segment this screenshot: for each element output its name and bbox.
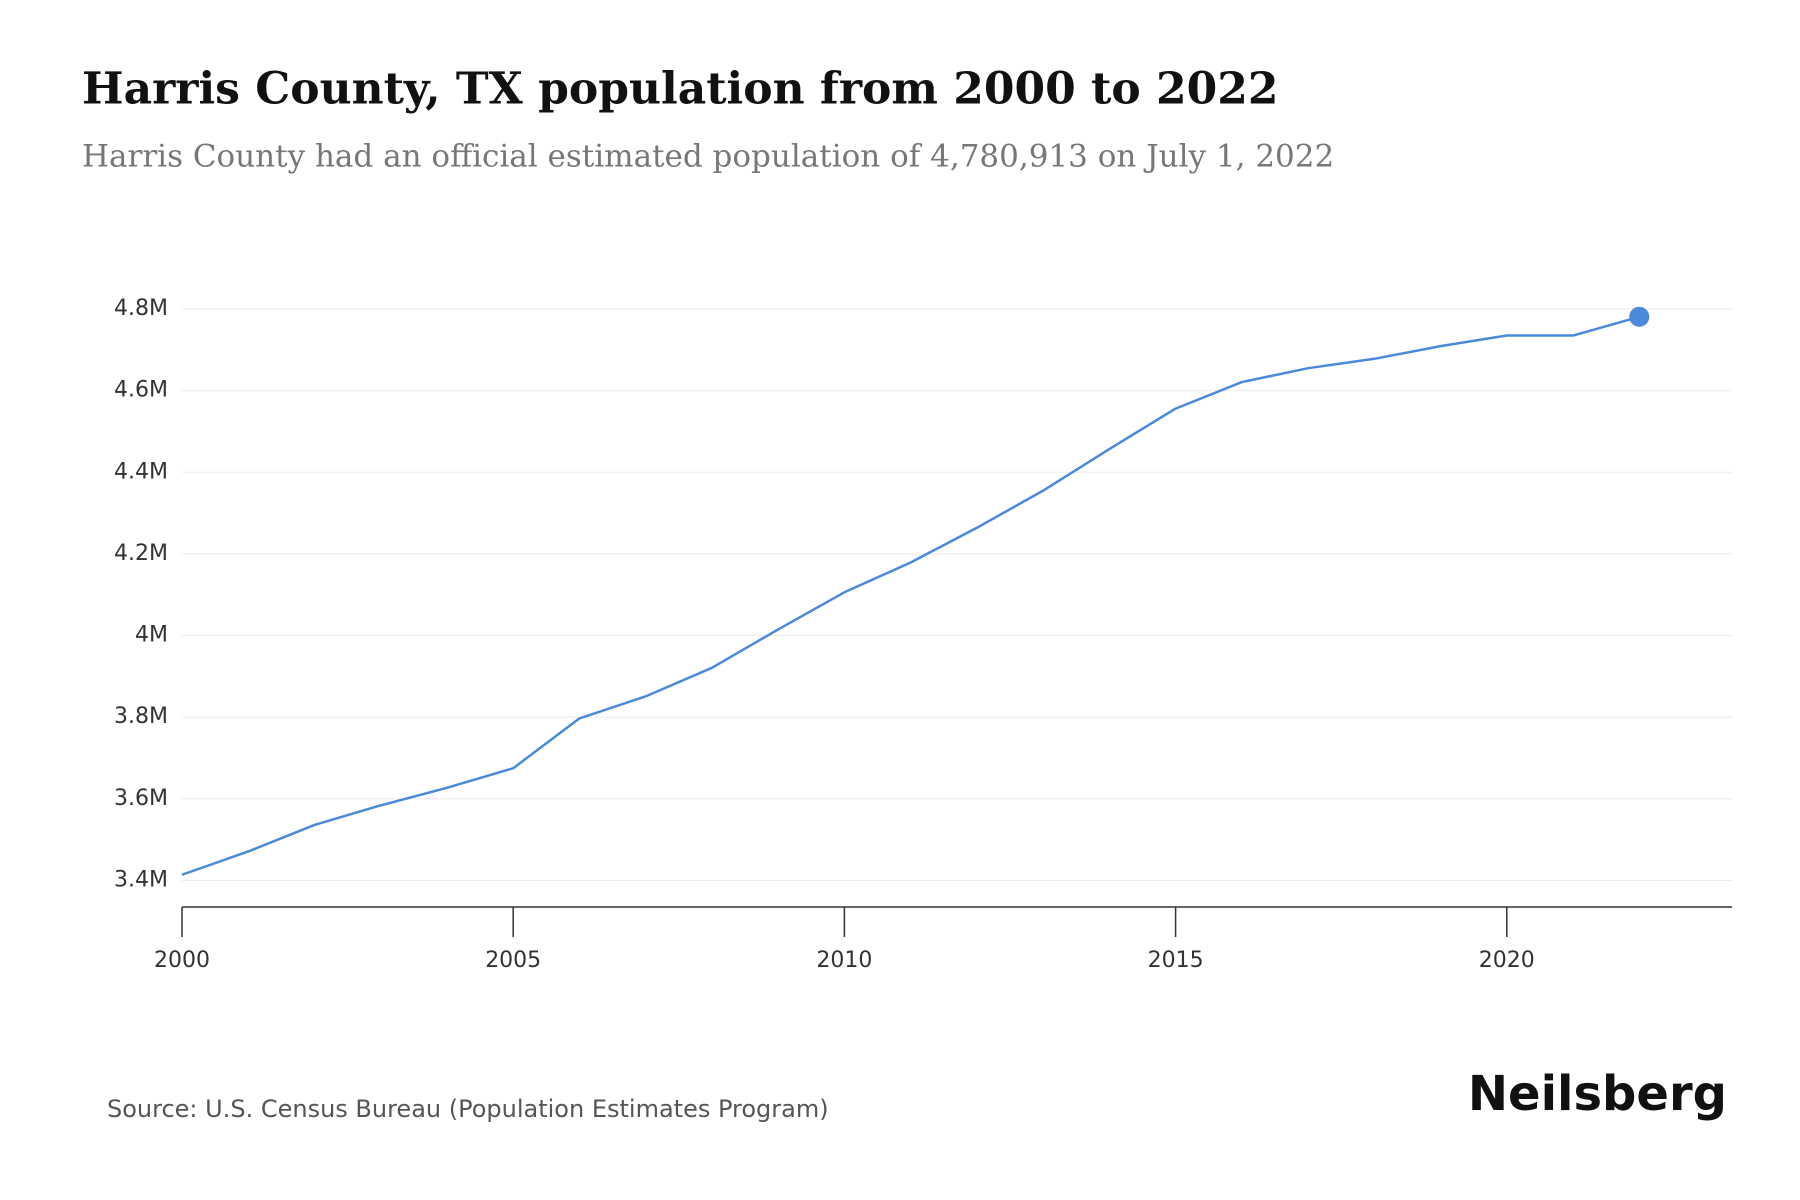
x-tick-label: 2005 — [485, 948, 541, 973]
chart-title: Harris County, TX population from 2000 t… — [82, 64, 1278, 115]
chart-subtitle: Harris County had an official estimated … — [82, 139, 1334, 175]
y-tick-label: 4.2M — [114, 541, 168, 566]
x-tick-label: 2020 — [1479, 948, 1535, 973]
y-tick-label: 4.8M — [114, 296, 168, 321]
y-tick-label: 4M — [135, 623, 168, 648]
y-tick-label: 4.4M — [114, 459, 168, 484]
x-tick-label: 2000 — [154, 948, 210, 973]
y-tick-label: 3.6M — [114, 786, 168, 811]
brand: Neilsberg — [1468, 1066, 1727, 1122]
x-tick-label: 2015 — [1148, 948, 1204, 973]
source: Source: U.S. Census Bureau (Population E… — [107, 1095, 829, 1123]
last-point — [1629, 306, 1650, 327]
x-tick-label: 2010 — [816, 948, 872, 973]
y-tick-label: 4.6M — [114, 378, 168, 403]
y-tick-label: 3.8M — [114, 704, 168, 729]
line — [181, 315, 1640, 876]
y-tick-label: 3.4M — [114, 867, 168, 892]
